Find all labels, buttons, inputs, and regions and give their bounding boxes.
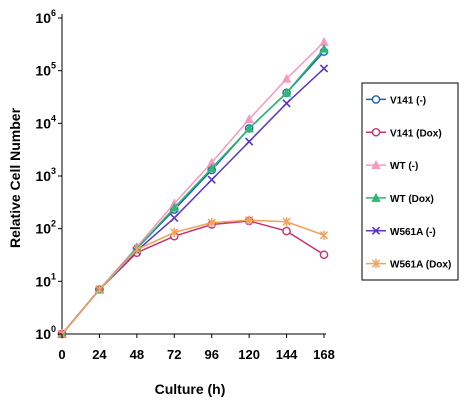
series-line (61, 67, 325, 335)
data-point (319, 230, 329, 240)
y-tick-label: 105 (35, 61, 56, 79)
y-tick-base: 10 (35, 63, 51, 79)
x-tick-label: 0 (58, 347, 65, 362)
data-point (169, 202, 179, 212)
data-point (281, 73, 292, 83)
legend-item: W561A (Dox) (366, 258, 451, 271)
y-tick-exponent: 4 (51, 113, 56, 123)
data-point (170, 213, 179, 223)
series-5 (57, 215, 329, 339)
legend-swatch-marker (371, 95, 381, 104)
y-tick-base: 10 (35, 326, 51, 342)
data-point (282, 226, 291, 236)
x-tick-label: 168 (313, 347, 335, 362)
legend-swatch-marker (371, 258, 381, 269)
y-tick-label: 102 (35, 219, 56, 237)
data-point (207, 175, 216, 184)
y-tick-exponent: 5 (51, 61, 56, 71)
y-tick-base: 10 (35, 115, 51, 131)
data-point (207, 163, 217, 173)
x-tick-label: 96 (204, 347, 218, 362)
data-point (245, 215, 254, 225)
legend-label: W561A (Dox) (390, 260, 451, 271)
data-point (95, 284, 104, 295)
series-1 (57, 216, 329, 339)
x-tick-label: 144 (276, 347, 298, 362)
series-4 (57, 64, 329, 339)
data-point (319, 64, 329, 73)
x-tick-label: 72 (167, 347, 181, 362)
x-axis-title: Culture (h) (155, 381, 226, 397)
legend-item: WT (-) (366, 160, 418, 172)
legend-item: WT (Dox) (366, 192, 434, 205)
legend-label: WT (-) (390, 161, 418, 172)
data-point (170, 227, 179, 237)
data-point (207, 218, 216, 228)
legend-item: V141 (Dox) (366, 127, 442, 139)
data-point (244, 114, 254, 124)
x-tick-label: 120 (238, 347, 260, 362)
y-tick-exponent: 3 (51, 166, 56, 176)
legend-label: WT (Dox) (390, 194, 434, 205)
data-point (244, 123, 254, 133)
data-point (244, 137, 254, 146)
legend-swatch-marker (371, 127, 381, 137)
y-tick-base: 10 (35, 273, 51, 289)
y-tick-label: 106 (35, 8, 56, 26)
legend-box (361, 82, 459, 281)
data-point (282, 217, 291, 227)
data-point (319, 250, 329, 260)
series-line (61, 220, 325, 335)
legend-swatch-marker (371, 192, 381, 202)
y-tick-base: 10 (35, 10, 51, 26)
y-tick-label: 103 (35, 166, 56, 184)
y-tick-base: 10 (35, 221, 51, 237)
chart-series (57, 36, 329, 339)
y-tick-exponent: 1 (51, 271, 56, 281)
x-tick-label: 24 (92, 347, 107, 362)
x-tick-label: 48 (130, 347, 144, 362)
y-tick-label: 104 (35, 113, 56, 131)
y-tick-label: 101 (35, 271, 56, 289)
legend-swatch-marker (371, 226, 381, 235)
legend-item: V141 (-) (366, 95, 426, 106)
y-axis-title: Relative Cell Number (7, 107, 23, 248)
y-tick-exponent: 0 (51, 324, 56, 334)
data-point (132, 245, 141, 255)
series-line (61, 219, 325, 335)
data-point (319, 43, 329, 53)
legend-label: V141 (Dox) (390, 128, 442, 139)
chart-axes (61, 14, 326, 335)
legend-label: V141 (-) (390, 95, 426, 106)
data-point (282, 99, 291, 108)
y-tick-base: 10 (35, 168, 51, 184)
legend-item: W561A (-) (366, 226, 436, 238)
y-tick-label: 100 (35, 324, 56, 342)
y-tick-exponent: 6 (51, 8, 56, 18)
data-point (281, 87, 292, 97)
legend-label: W561A (-) (390, 227, 436, 238)
legend-swatch-marker (371, 160, 381, 169)
y-tick-exponent: 2 (51, 219, 56, 229)
chart-legend: V141 (-) V141 (Dox) WT (-) WT (Dox) W561A (-… (361, 82, 459, 281)
